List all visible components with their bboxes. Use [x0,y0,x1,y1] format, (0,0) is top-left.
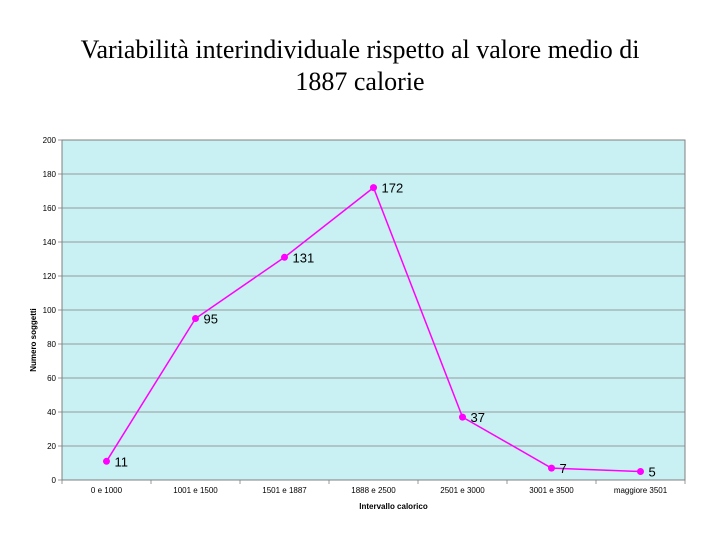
data-point [370,184,377,192]
data-point [192,315,199,322]
data-labels: 11 95 131 172 37 7 5 [115,181,656,480]
data-label: 131 [293,250,315,265]
data-label: 37 [471,410,485,425]
data-label: 7 [560,461,567,476]
y-tick-label: 120 [43,272,57,281]
y-tick-label: 160 [43,204,57,213]
data-label: 11 [115,454,129,469]
series-layer [103,184,644,475]
gridlines [58,139,685,481]
x-tick-label: 1501 e 1887 [262,486,307,495]
data-point [637,468,644,475]
x-tick-label: 1888 e 2500 [351,486,396,495]
y-tick-label: 0 [52,476,57,485]
data-point [103,457,110,465]
data-point [459,413,466,421]
axes [61,140,686,484]
y-tick-label: 40 [47,408,56,417]
data-label: 5 [649,465,656,480]
y-tick-label: 140 [43,238,57,247]
x-tick-label: 2501 e 3000 [440,486,485,495]
y-tick-labels: 0 20 40 60 80 100 120 140 160 180 200 [43,136,57,485]
y-tick-label: 100 [43,306,57,315]
slide-title: Variabilità interindividuale rispetto al… [40,34,680,98]
x-tick-label: 1001 e 1500 [173,486,218,495]
data-point [548,464,555,472]
x-tick-label: 0 e 1000 [91,486,123,495]
data-label: 95 [204,312,218,327]
slide-title-line-1: Variabilità interindividuale rispetto al… [80,35,640,64]
x-axis-title: Intervallo calorico [359,502,428,511]
data-point [281,253,288,261]
data-label: 172 [382,181,404,196]
y-tick-label: 60 [47,374,56,383]
slide-title-line-2: 1887 calorie [295,67,425,96]
x-tick-label: maggiore 3501 [614,486,668,495]
x-tick-labels: 0 e 1000 1001 e 1500 1501 e 1887 1888 e 250… [91,486,668,495]
y-tick-label: 20 [47,442,56,451]
y-axis-title: Numero soggetti [29,308,38,372]
y-tick-label: 80 [47,340,56,349]
y-tick-label: 200 [43,136,57,145]
y-tick-label: 180 [43,170,57,179]
x-tick-label: 3001 e 3500 [529,486,574,495]
